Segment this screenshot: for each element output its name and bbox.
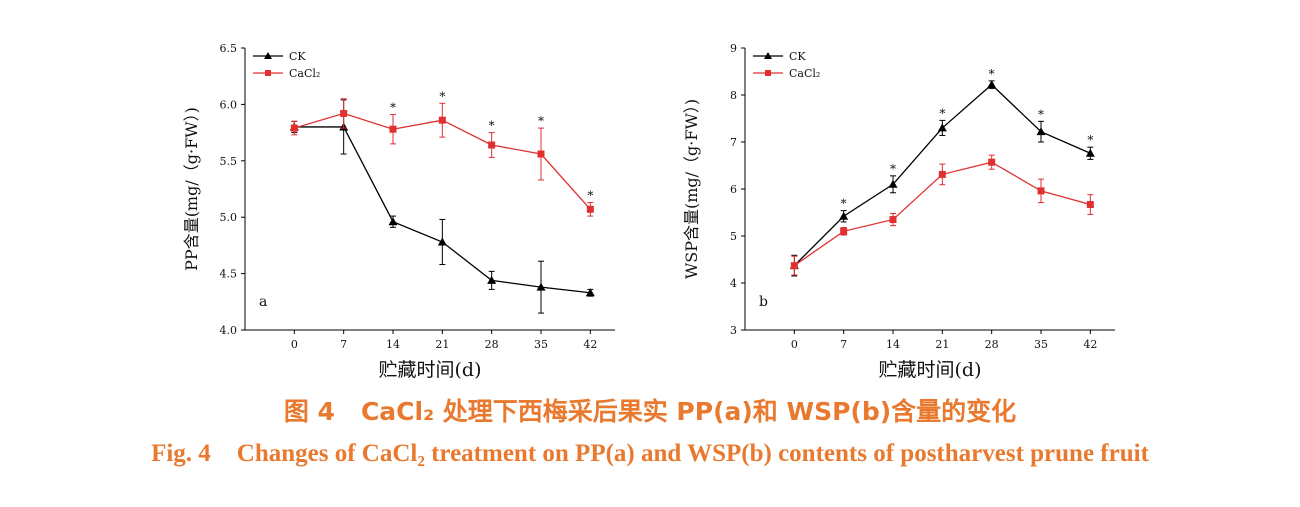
chart-b-point-ck [937,123,947,132]
chart-b-legend-label-cacl2: CaCl₂ [789,67,820,80]
chart-b-legend-label-ck: CK [789,50,806,63]
chart-a-significance-mark: * [439,89,445,103]
chart-a-y-tick-label: 5.0 [220,211,238,224]
chart-b-point-ck [1036,127,1046,136]
chart-b-point-cacl2 [1086,201,1094,209]
caption-chinese-number: 图 4 [283,397,335,426]
chart-a-point-cacl2 [586,205,594,213]
chart-a-point-ck [437,237,447,246]
chart-b-point-cacl2 [1037,187,1045,195]
chart-b-legend-marker-ck [764,52,772,59]
chart-a-point-cacl2 [340,109,348,117]
chart-b-y-tick-label: 7 [730,136,737,149]
chart-a-point-cacl2 [537,150,545,158]
chart-b-x-axis-label: 贮藏时间(d) [879,359,982,381]
chart-a-point-cacl2 [488,141,496,149]
chart-b-point-cacl2 [988,158,996,166]
chart-b-y-tick-label: 8 [730,89,737,102]
chart-a-x-tick-label: 28 [485,338,499,351]
chart-b-x-tick-label: 14 [886,338,900,351]
chart-b-significance-mark: * [939,106,945,120]
chart-b-significance-mark: * [890,162,896,176]
chart-b-y-axis-label: WSP含量(mg/（g·FW）) [682,99,701,279]
chart-a-point-ck [487,275,497,284]
chart-a-point-ck [585,288,595,297]
chart-a-x-axis-label: 贮藏时间(d) [379,359,482,381]
chart-b-point-cacl2 [938,170,946,178]
chart-a-x-tick-label: 42 [583,338,597,351]
chart-b-y-tick-label: 3 [730,324,737,337]
caption-english-number: Fig. 4 [151,440,211,467]
chart-a-legend-label-cacl2: CaCl₂ [289,67,320,80]
chart-b-significance-mark: * [841,197,847,211]
chart-b-legend-marker-cacl2 [765,70,771,76]
chart-a-legend-marker-ck [264,52,272,59]
chart-b-significance-mark: * [1087,133,1093,147]
chart-a-legend-marker-cacl2 [265,70,271,76]
caption-chinese: 图 4 CaCl₂ 处理下西梅采后果实 PP(a)和 WSP(b)含量的变化 [0,392,1300,428]
chart-a-point-ck [536,282,546,291]
chart-b-x-tick-label: 28 [985,338,999,351]
chart-a-y-tick-label: 4.5 [220,268,238,281]
chart-a-x-tick-label: 35 [534,338,548,351]
chart-b-significance-mark: * [1038,107,1044,121]
chart-b-y-tick-label: 5 [730,230,737,243]
chart-a-point-cacl2 [389,125,397,133]
chart-a-significance-mark: * [489,119,495,133]
chart-a-x-tick-label: 21 [435,338,449,351]
chart-b-panel-label: b [759,294,768,310]
chart-a-significance-mark: * [587,189,593,203]
chart-b-point-ck [839,211,849,220]
chart-b-point-cacl2 [889,216,897,224]
chart-b-point-cacl2 [840,227,848,235]
chart-b-x-tick-label: 42 [1083,338,1097,351]
chart-a-y-tick-label: 6.0 [220,98,238,111]
caption-english: Fig. 4 Changes of CaCl₂ treatment on PP(a… [0,440,1300,468]
chart-b-y-tick-label: 6 [730,183,737,196]
chart-a-y-tick-label: 4.0 [220,324,238,337]
chart-b-point-ck [1085,148,1095,157]
chart-a-legend-label-ck: CK [289,50,306,63]
chart-b-point-ck [888,179,898,188]
chart-a-point-cacl2 [438,116,446,124]
chart-a-y-axis-label: PP含量(mg/（g·FW）) [182,107,201,271]
chart-a-y-tick-label: 6.5 [220,42,238,55]
chart-b-point-ck [987,80,997,89]
chart-a-x-tick-label: 0 [291,338,298,351]
chart-a-series-line-ck [294,126,591,294]
chart-pp: 4.0 4.5 5.0 5.5 6.0 6.5 0 7 14 21 28 35 42 贮藏时间(d) PP含… [182,42,615,381]
chart-a-significance-mark: * [538,114,544,128]
caption-english-text: Changes of CaCl₂ treatment on PP(a) and … [236,440,1149,467]
chart-b-x-tick-label: 0 [791,338,798,351]
chart-a-point-ck [388,217,398,226]
chart-a-panel-label: a [259,294,267,310]
chart-wsp: 3 4 5 6 7 8 9 0 7 14 21 28 35 42 贮藏时间(d) WSP含量(mg/（g·FW… [682,42,1115,381]
chart-a-significance-mark: * [390,101,396,115]
caption-chinese-text: CaCl₂ 处理下西梅采后果实 PP(a)和 WSP(b)含量的变化 [360,397,1017,426]
chart-b-x-tick-label: 21 [935,338,949,351]
chart-b-point-cacl2 [790,262,798,270]
chart-a-x-tick-label: 7 [340,338,347,351]
chart-a-x-tick-label: 14 [386,338,400,351]
chart-a-point-cacl2 [290,124,298,132]
chart-a-y-tick-label: 5.5 [220,155,238,168]
chart-b-x-tick-label: 35 [1034,338,1048,351]
chart-b-significance-mark: * [989,67,995,81]
chart-b-x-tick-label: 7 [840,338,847,351]
chart-b-y-tick-label: 9 [730,42,737,55]
chart-b-y-tick-label: 4 [730,277,737,290]
